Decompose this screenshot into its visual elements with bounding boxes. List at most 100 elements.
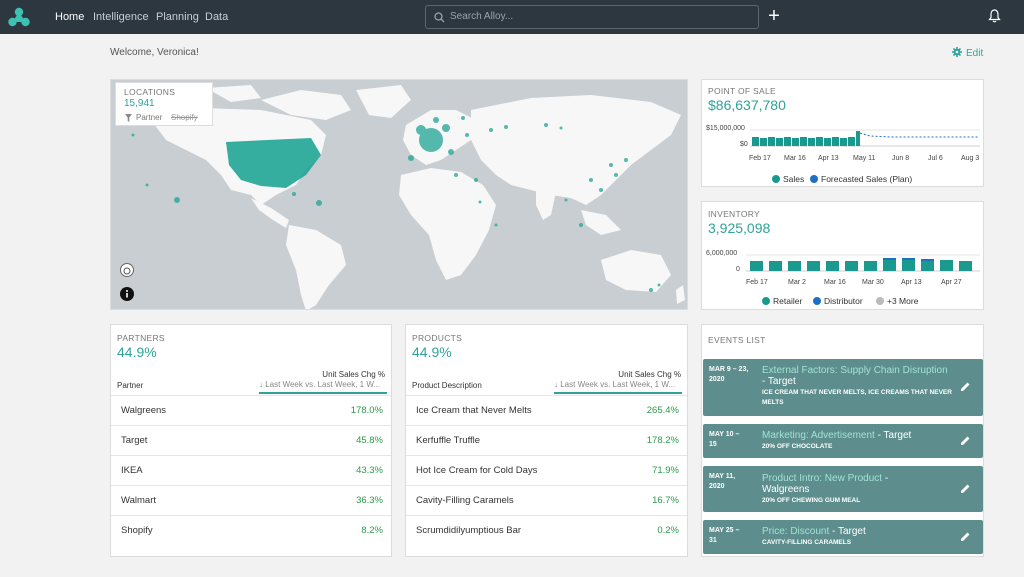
zoom-button[interactable] [120, 263, 134, 277]
table-row[interactable]: Target 45.8% [111, 425, 391, 455]
table-row[interactable]: Hot Ice Cream for Cold Days 71.9% [406, 455, 687, 485]
event-subtitle: 20% OFF CHEWING GUM MEAL [762, 497, 861, 504]
products-column-header: Product Description [412, 381, 482, 390]
inventory-y-tick: 6,000,000 [706, 250, 738, 257]
legend-distributor[interactable]: Distributor [813, 296, 863, 306]
inventory-x-tick: Apr 13 [901, 279, 922, 286]
nav-data[interactable]: Data [205, 11, 229, 23]
event-item[interactable]: MAY 10 – 15 Marketing: Advertisement - T… [703, 424, 983, 458]
pencil-icon[interactable] [960, 531, 971, 542]
event-date: MAY 25 – 31 [709, 527, 740, 544]
inventory-title: INVENTORY [708, 209, 760, 219]
retailer-swatch [762, 297, 770, 305]
table-row[interactable]: Ice Cream that Never Melts 265.4% [406, 395, 687, 425]
locations-map[interactable]: LOCATIONS 15,941 Partner Shopify [110, 79, 688, 310]
forecast-swatch [810, 175, 818, 183]
filter-icon [125, 114, 132, 122]
nav-home[interactable]: Home [55, 11, 85, 23]
search-icon [434, 12, 445, 23]
event-subtitle: CAVITY-FILLING CARAMELS [762, 539, 852, 546]
event-item[interactable]: MAY 11, 2020 Product Intro: New Product … [703, 466, 983, 512]
events-title: EVENTS LIST [708, 335, 766, 345]
sales-swatch [772, 175, 780, 183]
distributor-swatch [813, 297, 821, 305]
nav-intelligence[interactable]: Intelligence [93, 11, 149, 23]
event-subtitle: ICE CREAM THAT NEVER MELTS, ICE CREAMS T… [762, 389, 952, 406]
partners-value: 44.9% [117, 344, 157, 360]
table-row[interactable]: IKEA 43.3% [111, 455, 391, 485]
pos-x-tick: Feb 17 [749, 155, 771, 162]
event-date: MAY 11, 2020 [709, 473, 736, 490]
filter-label: Partner [136, 113, 163, 122]
edit-button[interactable]: Edit [952, 47, 983, 59]
bell-icon[interactable] [988, 9, 1001, 23]
products-value: 44.9% [412, 344, 452, 360]
pencil-icon[interactable] [960, 381, 971, 392]
inventory-y-tick: 0 [736, 266, 740, 273]
pos-title: POINT OF SALE [708, 86, 776, 96]
event-title: Marketing: Advertisement - Target [762, 430, 912, 441]
legend-forecast[interactable]: Forecasted Sales (Plan) [810, 174, 912, 184]
event-title: Product Intro: New Product - Walgreens [762, 473, 889, 495]
more-swatch [876, 297, 884, 305]
locations-count: 15,941 [124, 98, 155, 109]
partners-title: PARTNERS [117, 333, 165, 343]
pos-y-tick: $15,000,000 [706, 125, 745, 132]
pos-bar-chart [750, 129, 980, 147]
event-item[interactable]: MAY 25 – 31 Price: Discount - Target CAV… [703, 520, 983, 554]
inventory-card[interactable]: INVENTORY 3,925,098 6,000,000 0 Feb 17 M… [701, 201, 984, 310]
nav-planning[interactable]: Planning [156, 11, 199, 23]
pos-x-tick: Mar 16 [784, 155, 806, 162]
table-row[interactable]: Shopify 8.2% [111, 515, 391, 545]
inventory-x-tick: Mar 2 [788, 279, 806, 286]
table-row[interactable]: Kerfuffle Truffle 178.2% [406, 425, 687, 455]
products-title: PRODUCTS [412, 333, 463, 343]
event-date: MAY 10 – 15 [709, 431, 740, 448]
filter-value[interactable]: Shopify [171, 113, 198, 122]
products-card: PRODUCTS 44.9% Unit Sales Chg % Product … [405, 324, 688, 557]
info-icon [126, 290, 128, 298]
inventory-x-tick: Feb 17 [746, 279, 768, 286]
inventory-x-tick: Apr 27 [941, 279, 962, 286]
table-row[interactable]: Walmart 36.3% [111, 485, 391, 515]
partners-period-selector[interactable]: ↓ Last Week vs. Last Week, 1 W... [259, 380, 387, 394]
event-title: Price: Discount - Target [762, 526, 866, 537]
search-input[interactable]: Search Alloy... [425, 5, 759, 29]
event-title: External Factors: Supply Chain Disruptio… [762, 365, 948, 387]
point-of-sale-card[interactable]: POINT OF SALE $86,637,780 $15,000,000 $0… [701, 79, 984, 187]
legend-retailer[interactable]: Retailer [762, 296, 802, 306]
inventory-x-tick: Mar 16 [824, 279, 846, 286]
products-period-selector[interactable]: ↓ Last Week vs. Last Week, 1 W... [554, 380, 682, 394]
partners-column-header: Partner [117, 381, 144, 390]
legend-more[interactable]: +3 More [876, 296, 918, 306]
legend-sales[interactable]: Sales [772, 174, 804, 184]
gear-icon [952, 47, 962, 57]
pos-x-tick: Jun 8 [892, 155, 910, 162]
info-button[interactable] [120, 287, 134, 301]
locations-title: LOCATIONS [124, 87, 176, 97]
event-subtitle: 20% OFF CHOCOLATE [762, 443, 833, 450]
add-button[interactable]: + [768, 5, 780, 27]
search-placeholder: Search Alloy... [450, 11, 514, 22]
alloy-logo-icon[interactable] [8, 7, 30, 27]
locations-legend: LOCATIONS 15,941 Partner Shopify [115, 82, 213, 126]
partners-card: PARTNERS 44.9% Unit Sales Chg % Partner … [110, 324, 392, 557]
table-row[interactable]: Cavity-Filling Caramels 16.7% [406, 485, 687, 515]
pencil-icon[interactable] [960, 483, 971, 494]
zoom-icon [123, 267, 131, 275]
pos-y-tick: $0 [740, 141, 748, 148]
table-row[interactable]: Scrumdidilyumptious Bar 0.2% [406, 515, 687, 545]
welcome-message: Welcome, Veronica! [110, 47, 199, 58]
inventory-x-tick: Mar 30 [862, 279, 884, 286]
products-metric-header[interactable]: Unit Sales Chg % [618, 370, 681, 379]
pencil-icon[interactable] [960, 435, 971, 446]
partners-metric-header[interactable]: Unit Sales Chg % [322, 370, 385, 379]
pos-x-tick: Jul 6 [928, 155, 943, 162]
pos-x-tick: Apr 13 [818, 155, 839, 162]
pos-x-tick: May 11 [853, 155, 876, 162]
table-row[interactable]: Walgreens 178.0% [111, 395, 391, 425]
event-item[interactable]: MAR 9 – 23, 2020 External Factors: Suppl… [703, 359, 983, 416]
event-date: MAR 9 – 23, 2020 [709, 366, 749, 383]
top-nav-bar: Home Intelligence Planning Data Search A… [0, 0, 1024, 34]
inventory-bar-chart [746, 254, 980, 272]
